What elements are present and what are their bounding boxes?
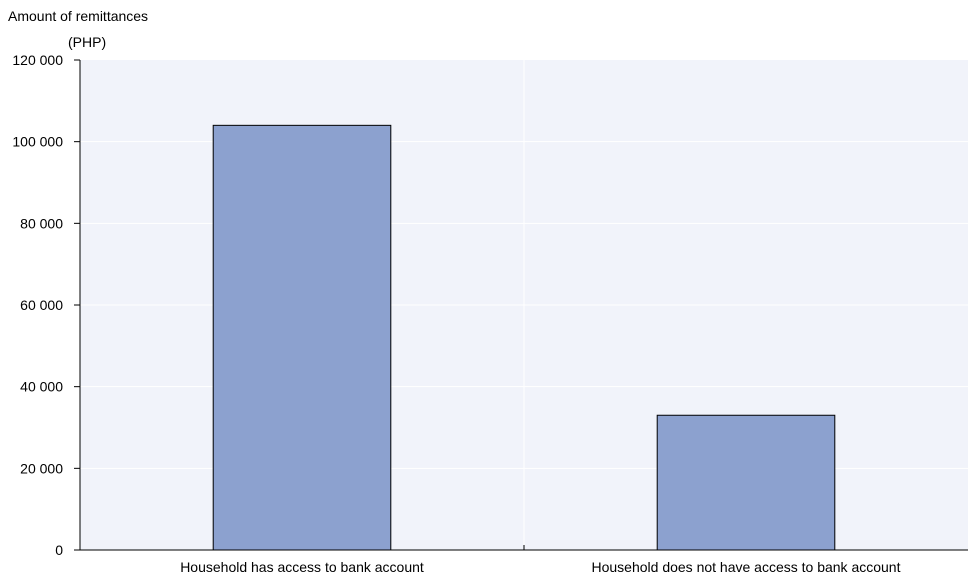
y-tick-label: 0 (55, 542, 63, 558)
axes (74, 59, 968, 551)
bar-2 (656, 414, 836, 551)
y-axis-label-line2: (PHP) (68, 34, 106, 50)
y-tick-label: 120 000 (12, 52, 63, 68)
x-category-label: Household has access to bank account (180, 559, 424, 575)
y-tick-label: 20 000 (20, 460, 63, 476)
bars (212, 124, 836, 551)
y-tick-label: 80 000 (20, 215, 63, 231)
y-tick-label: 40 000 (20, 379, 63, 395)
y-axis-label-line1: Amount of remittances (8, 8, 148, 24)
x-category-label: Household does not have access to bank a… (592, 559, 901, 575)
bar-1 (212, 124, 392, 551)
x-category-labels: Household has access to bank account Hous… (180, 559, 900, 575)
y-tick-label: 100 000 (12, 134, 63, 150)
y-tick-labels: 0 20 000 40 000 60 000 80 000 100 000 120 000 (12, 52, 63, 558)
y-tick-label: 60 000 (20, 297, 63, 313)
